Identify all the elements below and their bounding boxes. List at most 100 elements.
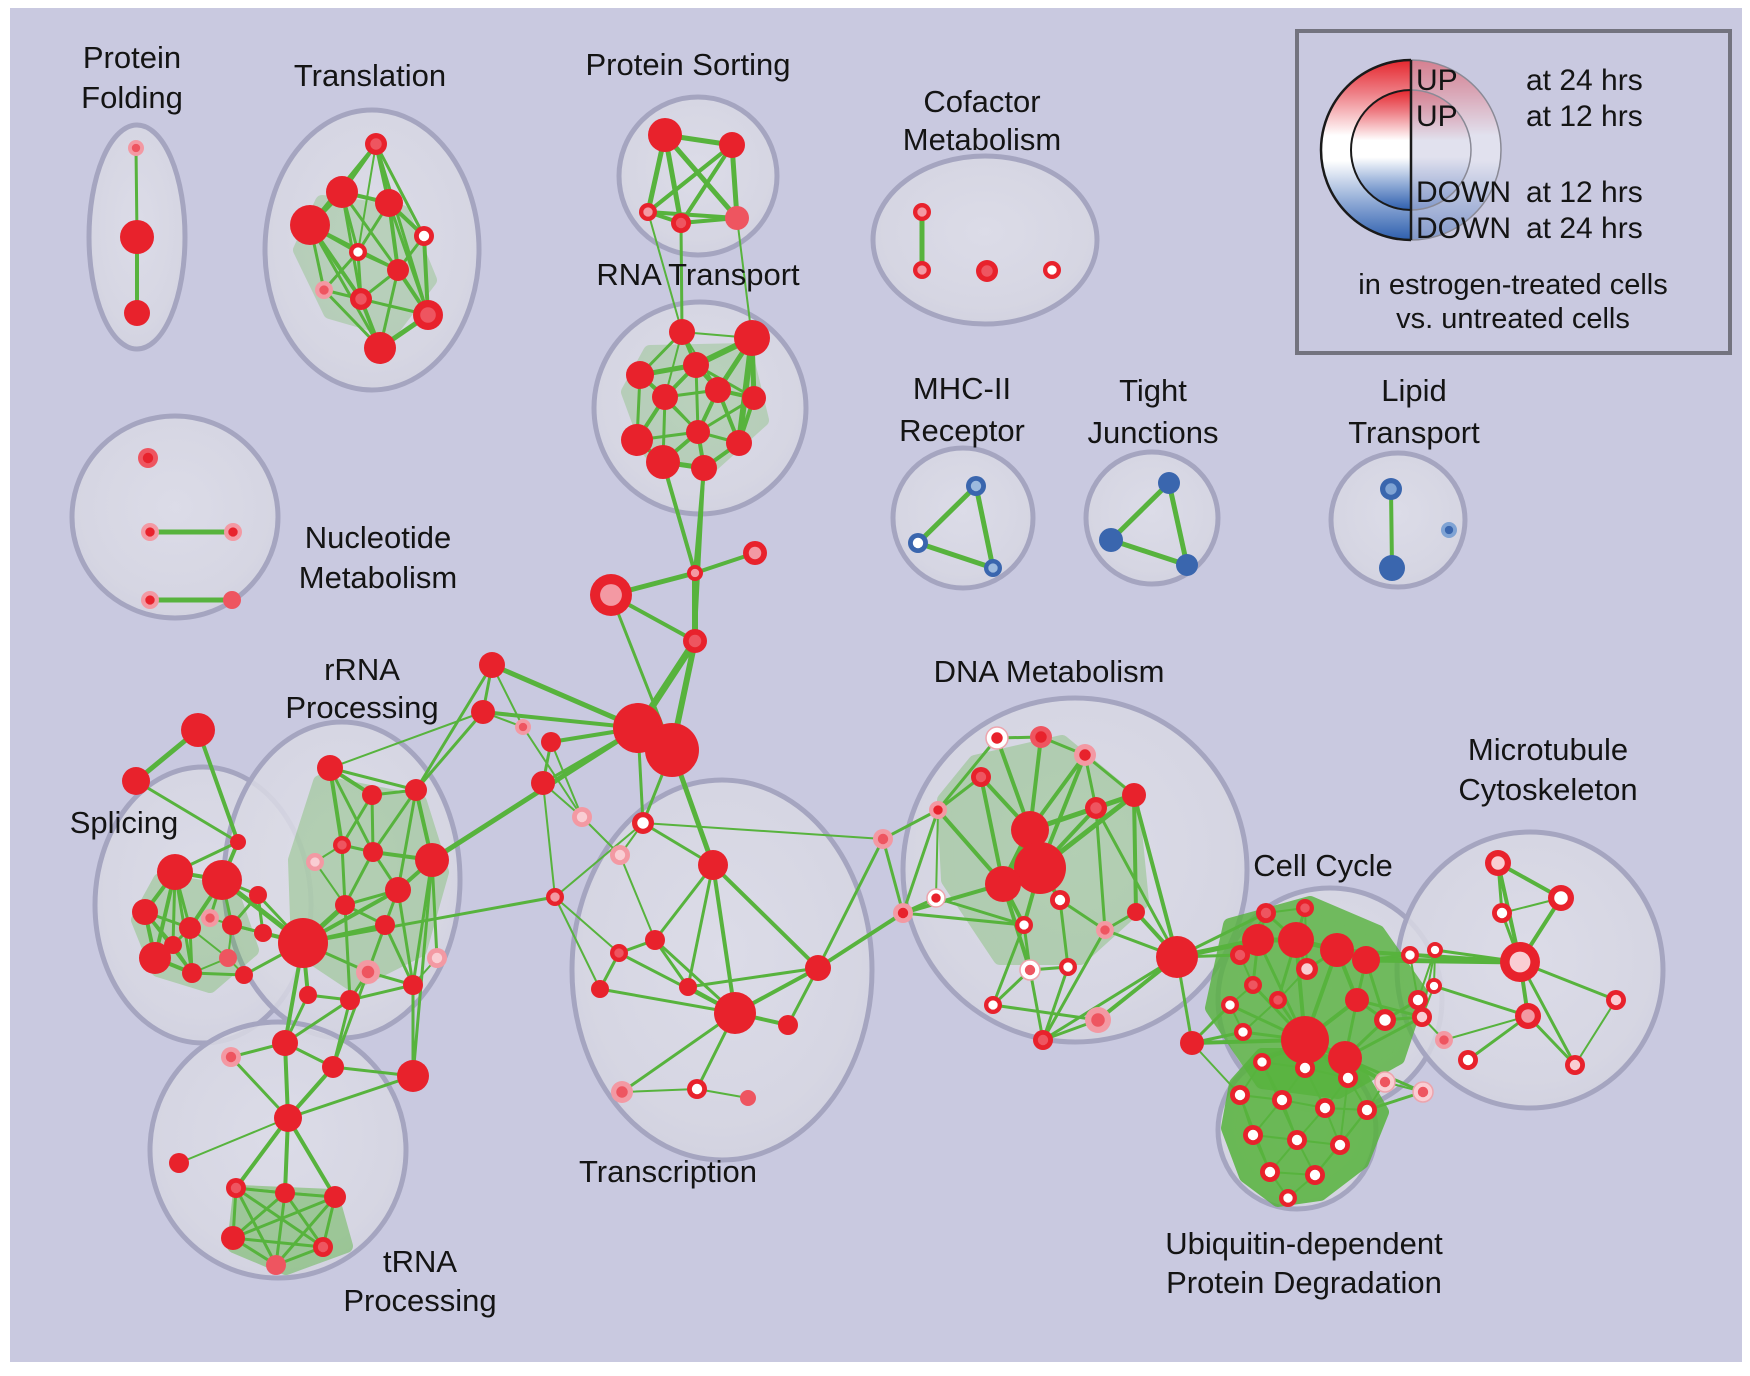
- cluster-label-trna-processing: tRNA: [383, 1244, 457, 1279]
- gene-node: [1127, 903, 1145, 921]
- gene-node-center: [1491, 856, 1505, 870]
- cluster-label-protein-sorting: Protein Sorting: [585, 47, 790, 82]
- network-edge: [620, 1011, 737, 1094]
- network-edge: [991, 923, 1026, 1007]
- cluster-label-lipid-transport: Transport: [1348, 415, 1480, 450]
- gene-node: [222, 915, 242, 935]
- gene-node-center: [1054, 894, 1066, 906]
- network-edge: [414, 710, 485, 792]
- gene-node: [591, 980, 609, 998]
- gene-node: [686, 420, 710, 444]
- gene-node-center: [988, 563, 998, 573]
- gene-node: [326, 176, 358, 208]
- network-edge: [934, 896, 1026, 927]
- network-edge: [196, 728, 240, 844]
- gene-node: [385, 877, 411, 903]
- gene-node-center: [1283, 1193, 1293, 1203]
- network-edge: [711, 863, 737, 1015]
- network-edge: [1108, 537, 1190, 568]
- gene-node-center: [1273, 995, 1283, 1005]
- gene-node-center: [1379, 1014, 1391, 1026]
- gene-node: [714, 992, 756, 1034]
- network-edge: [286, 1074, 415, 1120]
- network-edge: [936, 736, 999, 812]
- gene-node-center: [1035, 731, 1047, 743]
- gene-node: [531, 771, 555, 795]
- network-edge: [901, 808, 940, 915]
- gene-node: [122, 767, 150, 795]
- gene-node-center: [317, 1241, 329, 1253]
- gene-node-center: [1291, 1134, 1303, 1146]
- legend-down-24-time: at 24 hrs: [1526, 212, 1643, 245]
- gene-node-center: [1234, 1089, 1246, 1101]
- gene-node-center: [933, 805, 943, 815]
- cluster-label-dna-metabolism: DNA Metabolism: [934, 654, 1165, 689]
- gene-node: [621, 424, 653, 456]
- network-edge: [711, 863, 820, 970]
- network-edge: [1132, 793, 1179, 959]
- network-edge: [816, 837, 885, 970]
- gene-node-center: [1234, 949, 1246, 961]
- gene-node-center: [912, 537, 924, 549]
- cluster-label-cell-cycle: Cell Cycle: [1253, 848, 1393, 883]
- network-edge: [1094, 806, 1107, 932]
- legend-up-12-direction: UP: [1416, 100, 1458, 133]
- network-edge: [1574, 999, 1617, 1066]
- cluster-bubble-nucleotide-metabolism: [69, 413, 281, 621]
- network-edge: [554, 822, 644, 898]
- gene-node-center: [431, 952, 443, 964]
- legend-note-line1: in estrogen-treated cells: [1358, 269, 1668, 301]
- cluster-label-ubiquitin-degradation: Protein Degradation: [1166, 1265, 1442, 1300]
- gene-node-center: [576, 811, 588, 823]
- network-edge: [1041, 965, 1070, 1042]
- gene-node-center: [917, 207, 927, 217]
- gene-node-center: [131, 143, 141, 153]
- gene-node: [403, 975, 423, 995]
- gene-node-center: [1521, 1009, 1535, 1023]
- gene-node: [1352, 946, 1380, 974]
- gene-node: [778, 1015, 798, 1035]
- network-edge: [329, 711, 484, 769]
- network-edge: [134, 779, 240, 844]
- cluster-bubble-lipid-transport: [1328, 450, 1468, 590]
- gene-node: [202, 860, 242, 900]
- network-edge: [411, 858, 434, 1078]
- gene-node-center: [917, 265, 927, 275]
- gene-node: [1242, 924, 1274, 956]
- network-edge: [646, 210, 739, 220]
- gene-node: [1345, 988, 1369, 1012]
- gene-node-center: [970, 480, 982, 492]
- gene-node-center: [228, 527, 238, 537]
- gene-node-center: [142, 452, 154, 464]
- network-edge: [283, 1191, 325, 1249]
- network-edge: [1132, 793, 1138, 914]
- gene-node-center: [145, 527, 155, 537]
- cluster-label-rrna-processing: Processing: [285, 690, 438, 725]
- network-edge: [1058, 898, 1070, 969]
- network-edge: [178, 1117, 289, 1164]
- gene-node: [120, 220, 154, 254]
- network-edge: [328, 766, 418, 792]
- gene-node-center: [1439, 1035, 1449, 1045]
- gene-node-center: [1379, 1076, 1391, 1088]
- network-edge: [231, 1195, 337, 1240]
- gene-node-center: [1430, 945, 1440, 955]
- network-edge: [301, 895, 557, 945]
- network-edge: [554, 896, 601, 990]
- cluster-bubble-mhc-ii-receptor: [890, 445, 1036, 591]
- gene-node-center: [614, 849, 626, 861]
- legend-up-24-direction: UP: [1416, 64, 1458, 97]
- gene-node-center: [1090, 802, 1102, 814]
- gene-node: [278, 918, 328, 968]
- legend-down-12-time: at 12 hrs: [1526, 176, 1643, 209]
- gene-node-center: [353, 247, 363, 257]
- gene-node: [1278, 922, 1314, 958]
- gene-node: [1328, 1041, 1362, 1075]
- gene-node-center: [1444, 525, 1454, 535]
- gene-node: [1122, 783, 1146, 807]
- network-edge: [1443, 1015, 1529, 1041]
- gene-node-center: [1361, 1104, 1373, 1116]
- gene-node-center: [370, 138, 382, 150]
